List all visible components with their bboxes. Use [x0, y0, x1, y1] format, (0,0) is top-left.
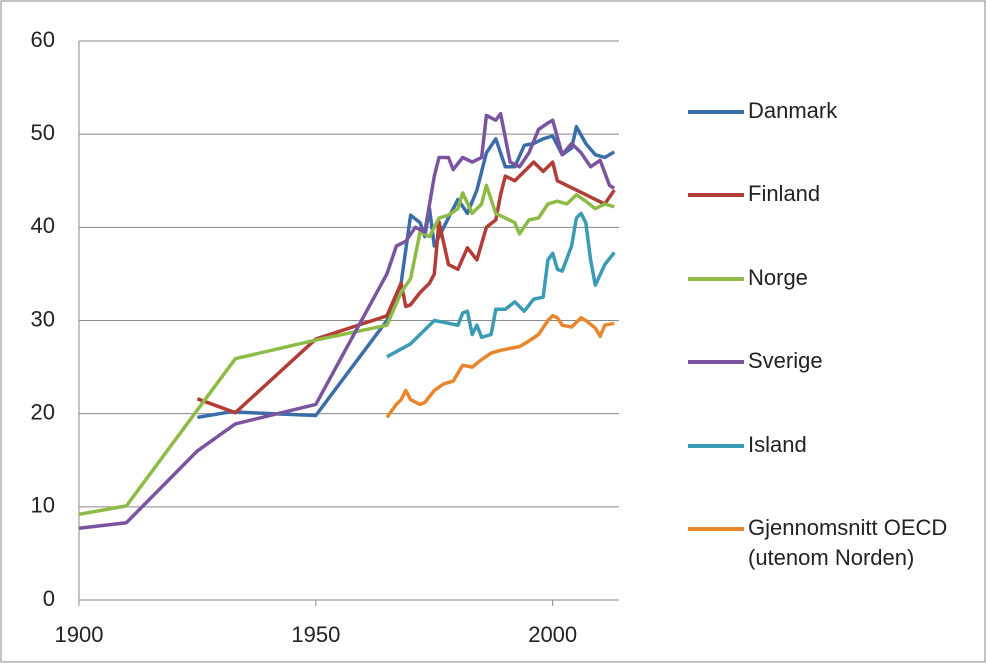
- legend-label: Sverige: [748, 348, 823, 374]
- series-line: [386, 211, 616, 359]
- legend-swatch: [688, 193, 744, 198]
- legend-swatch: [688, 276, 744, 281]
- y-tick-label: 30: [31, 306, 55, 331]
- y-tick-label: 50: [31, 120, 55, 145]
- legend-label: Gjennomsnitt OECD (utenom Norden): [748, 514, 948, 570]
- legend-swatch: [688, 360, 744, 365]
- x-tick-label: 1950: [291, 622, 340, 647]
- series-line: [197, 124, 616, 420]
- series-line: [78, 183, 615, 517]
- series-line: [196, 160, 616, 415]
- legend-label: Finland: [748, 181, 821, 207]
- legend-item: Gjennomsnitt OECD (utenom Norden): [688, 513, 968, 596]
- series-line: [385, 314, 615, 419]
- legend-item: Finland: [688, 179, 968, 262]
- legend-label: Norge: [748, 264, 808, 290]
- y-tick-label: 0: [43, 586, 55, 611]
- series-line: [78, 111, 616, 531]
- y-tick-label: 20: [31, 399, 55, 424]
- legend-item: Danmark: [688, 96, 968, 179]
- y-tick-label: 10: [31, 493, 55, 518]
- legend: Danmark Finland Norge Sverige Island Gjennoms…: [688, 96, 968, 596]
- legend-item: Sverige: [688, 346, 968, 429]
- legend-label: Island: [748, 431, 807, 457]
- legend-item: Norge: [688, 263, 968, 346]
- legend-swatch: [688, 443, 744, 448]
- x-tick-label: 1900: [55, 622, 104, 647]
- y-tick-label: 40: [31, 213, 55, 238]
- legend-item: Island: [688, 430, 968, 513]
- legend-swatch: [688, 526, 744, 531]
- legend-label: Danmark: [748, 98, 838, 123]
- legend-swatch: [688, 110, 744, 114]
- y-tick-label: 60: [31, 27, 55, 52]
- x-tick-label: 2000: [528, 622, 577, 647]
